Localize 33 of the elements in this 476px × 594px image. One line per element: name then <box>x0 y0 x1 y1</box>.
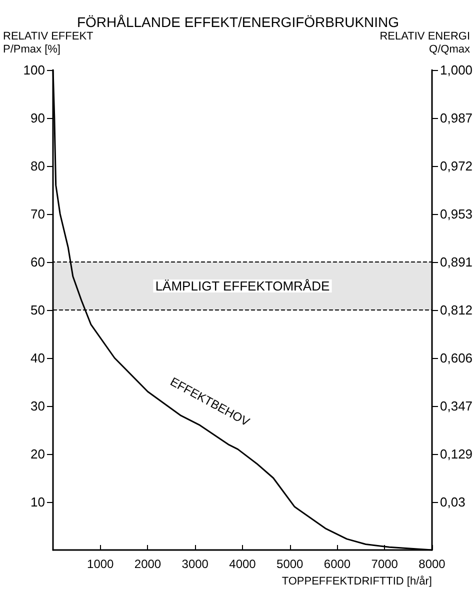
y-tick-label: 30 <box>30 398 45 414</box>
y-tick-label: 70 <box>30 206 45 222</box>
y-tick-label: 100 <box>23 62 45 78</box>
category-label: 0,812 <box>440 302 473 318</box>
y-tick-label: 10 <box>30 494 45 510</box>
category-label: 0,606 <box>440 350 473 366</box>
category-label: 0,891 <box>440 254 473 270</box>
band-label: LÄMPLIGT EFFEKTOMRÅDE <box>155 278 330 294</box>
y-tick-label: 50 <box>30 302 45 318</box>
category-label: 0,987 <box>440 110 473 126</box>
x-tick-label: 2000 <box>134 557 162 571</box>
y-tick-label: 20 <box>30 446 45 462</box>
category-label: 0,03 <box>440 494 466 510</box>
category-label: 0,347 <box>440 398 473 414</box>
x-tick-label: 1000 <box>87 557 114 571</box>
x-tick-label: 6000 <box>324 557 351 571</box>
x-axis-title: TOPPEFFEKTDRIFTTID [h/år] <box>282 576 432 588</box>
y-axis-title: RELATIV EFFEKT P/Pmax [%] <box>3 30 94 56</box>
x-tick-label: 7000 <box>371 557 398 571</box>
y2-axis-title: RELATIV ENERGI Q/Qmax <box>380 30 470 56</box>
x-tick-label: 5000 <box>276 557 304 571</box>
x-tick-label: 4000 <box>229 557 256 571</box>
category-label: 0,953 <box>440 206 473 222</box>
y-tick-label: 80 <box>30 158 45 174</box>
chart-title: FÖRHÅLLANDE EFFEKT/ENERGIFÖRBRUKNING <box>76 14 400 30</box>
y-tick-label: 60 <box>30 254 45 270</box>
x-tick-label: 8000 <box>418 557 446 571</box>
category-label: 0,972 <box>440 158 473 174</box>
x-tick-label: 3000 <box>182 557 209 571</box>
category-label: 0,129 <box>440 446 473 462</box>
y-tick-label: 40 <box>30 350 45 366</box>
y-tick-label: 90 <box>30 110 45 126</box>
category-label: 1,000 <box>440 62 473 78</box>
